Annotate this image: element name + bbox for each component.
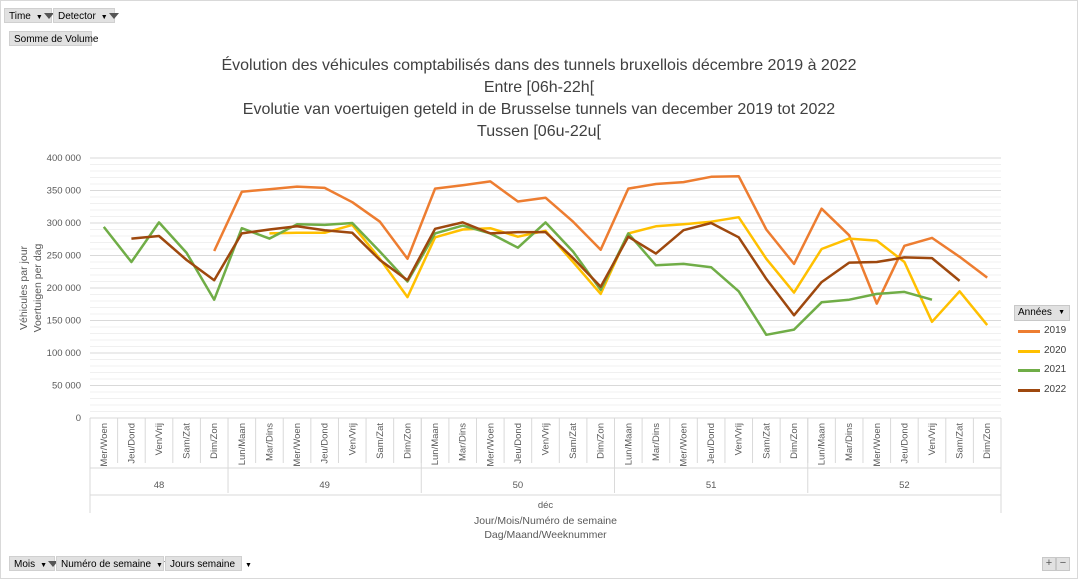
filter-label: Numéro de semaine	[61, 559, 152, 570]
filter-mois-button[interactable]: Mois ▼	[9, 556, 59, 571]
x-axis-title-line-1: Jour/Mois/Numéro de semaine	[474, 515, 617, 527]
x-category-label: Lun/Maan	[430, 423, 441, 465]
x-category-label: Mer/Woen	[872, 423, 883, 467]
legend-swatch	[1018, 349, 1040, 353]
x-category-label: Mer/Woen	[679, 423, 690, 467]
x-category-label: Sam/Zat	[375, 423, 386, 459]
x-category-label: Sam/Zat	[568, 423, 579, 459]
x-category-label: Dim/Zon	[982, 423, 993, 459]
x-category-label: Jeu/Dond	[706, 423, 717, 464]
legend: Années ▼ 2019 2020 2021 2022	[1014, 305, 1070, 399]
y-axis-title-line-2: Voertuigen per dag	[32, 243, 44, 332]
week-label: 49	[319, 480, 330, 491]
chart-title-line-2: Entre [06h-22h[	[483, 79, 595, 96]
dropdown-icon: ▼	[35, 14, 43, 21]
x-category-label: Dim/Zon	[402, 423, 413, 459]
legend-label: 2022	[1044, 383, 1067, 395]
filter-weekday-button[interactable]: Jours semaine ▼	[165, 556, 252, 571]
x-category-label: Jeu/Dond	[899, 423, 910, 464]
y-tick-label: 400 000	[47, 153, 81, 164]
x-category-label: Dim/Zon	[209, 423, 220, 459]
filter-label: Jours semaine	[170, 559, 236, 570]
filter-icon	[108, 13, 119, 20]
x-category-label: Mar/Dins	[264, 423, 275, 461]
series-line-2022	[131, 221, 961, 317]
dropdown-icon: ▼	[245, 562, 252, 569]
legend-label: 2019	[1044, 325, 1067, 336]
chart-title-line-4: Tussen [06u-22u[	[477, 123, 601, 140]
x-category-label: Mar/Dins	[651, 423, 662, 461]
week-label: 52	[899, 480, 910, 491]
legend-filter-button[interactable]: Années ▼	[1014, 305, 1070, 321]
legend-label: 2021	[1044, 364, 1067, 375]
y-tick-label: 100 000	[47, 348, 81, 359]
legend-item-2019[interactable]: 2019	[1014, 321, 1070, 341]
filter-label: Mois	[14, 559, 36, 570]
series-line-2019	[213, 174, 988, 305]
filter-icon	[48, 561, 59, 568]
legend-title: Années	[1018, 307, 1052, 318]
x-category-label: Ven/Vrij	[154, 423, 165, 455]
y-tick-label: 0	[76, 413, 81, 424]
x-category-label: Sam/Zat	[761, 423, 772, 459]
x-category-label: Lun/Maan	[817, 423, 828, 465]
x-category-label: Lun/Maan	[623, 423, 634, 465]
collapse-button[interactable]: −	[1056, 557, 1070, 571]
chart-title-line-1: Évolution des véhicules comptabilisés da…	[221, 57, 857, 74]
week-label: 51	[706, 480, 717, 491]
filter-label: Time	[9, 11, 31, 22]
legend-item-2022[interactable]: 2022	[1014, 380, 1070, 400]
series-line-2021	[102, 221, 933, 337]
legend-label: 2020	[1044, 344, 1067, 356]
expand-button[interactable]: +	[1042, 557, 1056, 571]
y-tick-label: 200 000	[47, 283, 81, 294]
legend-swatch	[1018, 330, 1040, 333]
x-category-label: Mar/Dins	[844, 423, 855, 461]
x-category-label: Mer/Woen	[99, 423, 110, 467]
x-category-label: Jeu/Dond	[320, 423, 331, 464]
y-tick-label: 150 000	[47, 316, 81, 327]
x-category-label: Mer/Woen	[292, 423, 303, 467]
legend-swatch	[1018, 388, 1040, 392]
x-category-label: Ven/Vrij	[734, 423, 745, 455]
filter-label: Detector	[58, 11, 96, 22]
legend-item-2021[interactable]: 2021	[1014, 360, 1070, 380]
filter-icon	[43, 13, 54, 20]
week-label: 48	[154, 480, 165, 491]
y-tick-label: 350 000	[47, 186, 81, 197]
value-field-button[interactable]: Somme de Volume	[9, 31, 99, 46]
y-tick-label: 300 000	[47, 218, 81, 229]
filter-time-button[interactable]: Time ▼	[4, 8, 54, 23]
y-axis-title-line-1: Véhicules par jour	[18, 245, 30, 330]
dropdown-icon: ▼	[156, 562, 163, 569]
x-category-label: Mer/Woen	[485, 423, 496, 467]
filter-week-number-button[interactable]: Numéro de semaine ▼	[56, 556, 174, 571]
month-label: déc	[538, 500, 554, 511]
x-category-label: Lun/Maan	[237, 423, 248, 465]
x-category-label: Jeu/Dond	[126, 423, 137, 464]
x-category-label: Dim/Zon	[789, 423, 800, 459]
chart-title-line-3: Evolutie van voertuigen geteld in de Bru…	[242, 101, 836, 118]
x-category-label: Dim/Zon	[596, 423, 607, 459]
x-category-label: Ven/Vrij	[347, 423, 358, 455]
legend-item-2020[interactable]: 2020	[1014, 341, 1070, 361]
dropdown-icon: ▼	[40, 562, 48, 569]
x-category-label: Jeu/Dond	[513, 423, 524, 464]
dropdown-icon: ▼	[100, 14, 108, 21]
x-category-label: Sam/Zat	[955, 423, 966, 459]
filter-detector-button[interactable]: Detector ▼	[53, 8, 119, 23]
x-axis-title-line-2: Dag/Maand/Weeknummer	[484, 529, 607, 541]
x-category-label: Mar/Dins	[458, 423, 469, 461]
y-tick-label: 250 000	[47, 251, 81, 262]
legend-swatch	[1018, 369, 1040, 372]
dropdown-icon: ▼	[1058, 309, 1065, 316]
x-category-label: Sam/Zat	[182, 423, 193, 459]
x-category-label: Ven/Vrij	[541, 423, 552, 455]
x-category-label: Ven/Vrij	[927, 423, 938, 455]
y-tick-label: 50 000	[52, 381, 81, 392]
week-label: 50	[513, 480, 524, 491]
